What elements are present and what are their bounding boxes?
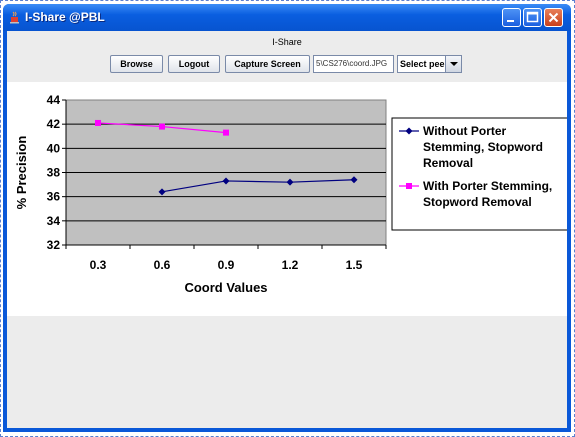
app-heading: I-Share	[272, 37, 302, 47]
y-tick-label: 38	[47, 166, 61, 180]
x-tick-label: 1.2	[282, 258, 299, 272]
java-cup-icon	[10, 11, 19, 24]
data-point	[350, 176, 358, 184]
minimize-button[interactable]	[502, 8, 521, 27]
x-tick-label: 0.3	[90, 258, 107, 272]
chevron-down-icon[interactable]	[445, 56, 461, 72]
legend-label: With Porter Stemming,	[423, 179, 552, 193]
close-icon	[548, 12, 559, 23]
chart-panel: 32 34 36 38 40 42 44 0.3 0.6 0.9 1.2 1.5 Coord Value…	[7, 82, 573, 316]
app-window: I-Share @PBL I-Share Browse Logout Captu…	[3, 4, 573, 432]
logout-button[interactable]: Logout	[168, 55, 220, 73]
data-point	[95, 119, 101, 126]
legend-label: Removal	[423, 156, 473, 170]
x-tick-label: 0.9	[218, 258, 235, 272]
y-axis-title: % Precision	[14, 136, 29, 210]
peer-select-value: Select peer	[400, 59, 449, 69]
capture-screen-button[interactable]: Capture Screen	[225, 55, 310, 73]
browse-button[interactable]: Browse	[110, 55, 163, 73]
maximize-icon	[526, 11, 539, 23]
client-area: I-Share Browse Logout Capture Screen 5\C…	[7, 31, 573, 428]
y-tick-label: 44	[47, 93, 61, 107]
legend-swatch-marker	[405, 127, 413, 135]
data-point	[286, 178, 294, 186]
data-point	[158, 188, 166, 196]
y-tick-label: 32	[47, 238, 61, 252]
x-tick-label: 1.5	[346, 258, 363, 272]
legend-label: Stopword Removal	[423, 195, 532, 209]
legend-swatch-marker	[406, 183, 412, 189]
legend-label: Stemming, Stopword	[423, 140, 543, 154]
series-line	[161, 179, 355, 193]
data-point	[223, 129, 229, 136]
window-title: I-Share @PBL	[25, 10, 105, 24]
y-tick-label: 42	[47, 117, 61, 131]
x-tick-label: 0.6	[154, 258, 171, 272]
title-bar[interactable]: I-Share @PBL	[3, 4, 571, 31]
data-point	[222, 177, 230, 185]
maximize-button[interactable]	[523, 8, 542, 27]
peer-select[interactable]: Select peer	[397, 55, 462, 73]
y-tick-label: 40	[47, 141, 61, 155]
close-button[interactable]	[544, 8, 563, 27]
file-path-field[interactable]: 5\CS276\coord.JPG	[313, 55, 394, 73]
data-point	[159, 123, 165, 130]
minimize-icon	[507, 20, 514, 22]
x-axis-title: Coord Values	[184, 280, 267, 295]
precision-chart: 32 34 36 38 40 42 44 0.3 0.6 0.9 1.2 1.5 Coord Value…	[14, 93, 573, 295]
legend-label: Without Porter	[423, 124, 507, 138]
legend-box	[391, 117, 573, 231]
y-tick-label: 36	[47, 190, 61, 204]
y-tick-label: 34	[47, 214, 61, 228]
